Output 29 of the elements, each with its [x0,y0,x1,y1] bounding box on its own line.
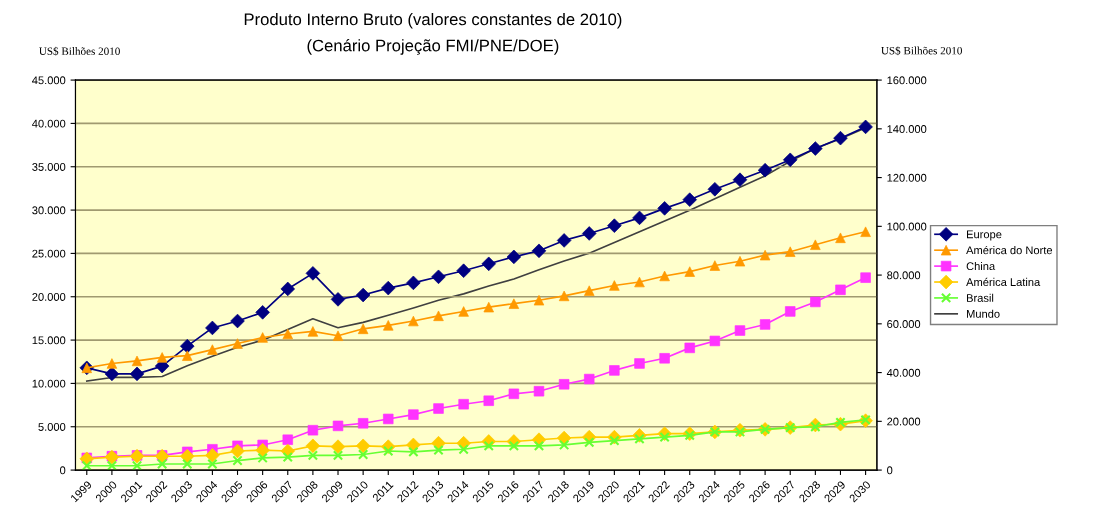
y2-tick-label: 160.000 [887,76,927,85]
y2-axis-title: US$ Bilhões 2010 [881,46,962,56]
y-axis-title: US$ Bilhões 2010 [39,46,120,56]
chart-subtitle: (Cenário Projeção FMI/PNE/DOE) [307,39,559,55]
y2-tick-label: 60.000 [887,320,921,328]
y-tick-label: 35.000 [32,163,66,171]
y-tick-label: 45.000 [32,76,66,85]
y-tick-label: 20.000 [32,293,66,301]
legend-label: Brasil [967,293,994,302]
y2-tick-label: 120.000 [887,173,927,182]
legend-label: Europe [967,230,1002,241]
y-tick-label: 10.000 [32,379,66,388]
y2-tick-label: 0 [887,466,893,475]
legend-label: América Latina [966,277,1041,287]
y-tick-label: 5.000 [38,423,66,431]
y-tick-label: 40.000 [32,119,66,128]
y2-tick-label: 20.000 [887,417,921,426]
y2-tick-label: 100.000 [887,222,927,231]
y-tick-label: 25.000 [32,249,66,258]
y-tick-label: 15.000 [32,336,66,345]
legend-label: América do Norte [966,245,1053,255]
y2-tick-label: 40.000 [886,368,921,377]
legend-label: Mundo [967,309,1000,318]
y-tick-label: 30.000 [32,206,66,215]
y2-tick-label: 80.000 [887,271,921,280]
legend-label: China [966,261,996,271]
y2-tick-label: 140.000 [887,125,927,133]
chart-title: Produto Interno Bruto (valores constantes de 2010) [244,13,622,29]
y-tick-label: 0 [60,466,66,475]
